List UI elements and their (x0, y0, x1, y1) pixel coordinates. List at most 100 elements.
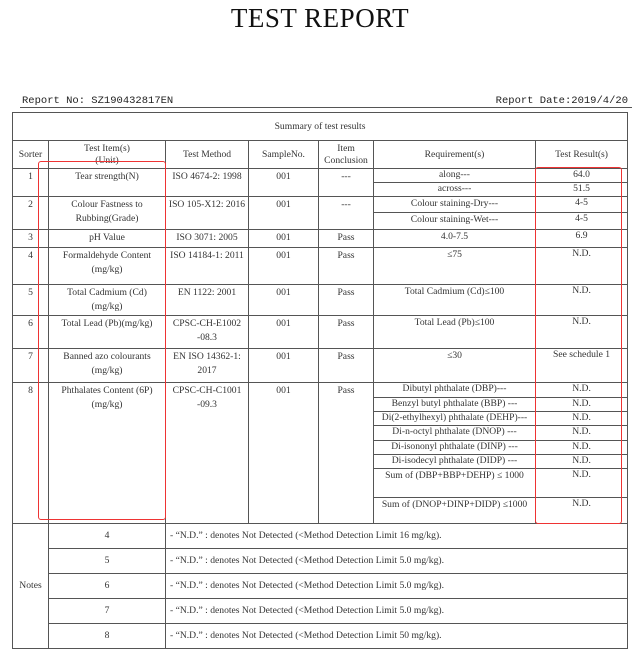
test-method-cell: ISO 4674-2: 1998 (165, 168, 249, 197)
note-text: - “N.D.” : denotes Not Detected (<Method… (164, 573, 629, 599)
requirement-cell: Di-isononyl phthalate (DINP) --- (373, 440, 536, 455)
sample-no-cell: 001 (248, 348, 319, 383)
requirement-cell: Benzyl butyl phthalate (BBP) --- (373, 397, 536, 412)
result-cell: N.D. (534, 411, 629, 426)
table-row: Sum of (DNOP+DINP+DIDP) ≤1000 N.D. (13, 497, 629, 524)
requirement-cell: 4.0-7.5 (373, 229, 536, 248)
table-row: Sorter Test Item(s) (Unit) Test Method Samp… (12, 140, 629, 169)
table-row: 1 Tear strength(N) ISO 4674-2: 1998 001 --- a… (12, 168, 629, 197)
table-row: 8- “N.D.” : denotes Not Detected (<Metho… (13, 623, 629, 649)
result-cell: 4-5 (534, 196, 629, 213)
test-item-cell: pH Value (48, 229, 166, 248)
table-row: 5 Total Cadmium (Cd) (mg/kg) EN 1122: 2001… (12, 284, 629, 316)
sorter-cell: 2 (12, 196, 49, 230)
requirement-cell: across--- (373, 182, 536, 197)
requirement-cell: Dibutyl phthalate (DBP)--- (373, 382, 536, 398)
note-text: - “N.D.” : denotes Not Detected (<Method… (164, 598, 629, 624)
table-row: 4 Formaldehyde Content (mg/kg) ISO 14184-1… (12, 247, 629, 285)
result-cell: 64.0 (534, 168, 629, 183)
requirement-cell: Di-isodecyl phthalate (DIDP) --- (373, 454, 536, 469)
sorter-cell: 7 (12, 348, 49, 383)
sorter-cell: 6 (12, 315, 49, 349)
header-rule (20, 107, 632, 108)
sorter-cell: 3 (12, 229, 49, 248)
test-item-cell: Phthalates Content (6P) (mg/kg) (48, 382, 166, 524)
result-cell: N.D. (534, 454, 629, 469)
table-row: Di-n-octyl phthalate (DNOP) --- N.D. (13, 425, 629, 441)
sample-no-cell: 001 (248, 284, 319, 316)
note-number: 6 (48, 573, 166, 599)
result-cell: N.D. (534, 497, 629, 524)
table-row: 7- “N.D.” : denotes Not Detected (<Metho… (13, 598, 629, 624)
test-method-cell: CPSC-CH-C1001 -09.3 (165, 382, 249, 524)
conclusion-cell: Pass (318, 247, 374, 285)
result-cell: 4-5 (534, 212, 629, 230)
requirement-cell: Colour staining-Wet--- (373, 212, 536, 230)
note-number: 7 (48, 598, 166, 624)
result-cell: See schedule 1 (534, 348, 629, 383)
test-item-cell: Tear strength(N) (48, 168, 166, 197)
sample-no-cell: 001 (248, 229, 319, 248)
column-header: Item Conclusion (318, 140, 374, 169)
table-row: Sum of (DBP+BBP+DEHP) ≤ 1000 N.D. (13, 468, 629, 498)
column-header: Sorter (12, 140, 49, 169)
column-header: Test Item(s) (Unit) (48, 140, 166, 169)
requirement-cell: Sum of (DBP+BBP+DEHP) ≤ 1000 (373, 468, 536, 498)
table-row: 3 pH Value ISO 3071: 2005 001 Pass 4.0-7.5 6.9 (12, 229, 629, 248)
report-date: Report Date:2019/4/20 (495, 95, 628, 107)
table-row: across--- 51.5 (13, 182, 629, 197)
table-row: 8 Phthalates Content (6P) (mg/kg) CPSC-CH-… (12, 382, 629, 524)
column-header: Test Method (165, 140, 249, 169)
results-table: Summary of test results Sorter Test Item(s… (11, 112, 629, 649)
requirement-cell: Total Cadmium (Cd)≤100 (373, 284, 536, 316)
test-item-cell: Total Lead (Pb)(mg/kg) (48, 315, 166, 349)
result-cell: 6.9 (534, 229, 629, 248)
sample-no-cell: 001 (248, 315, 319, 349)
table-row: 2 Colour Fastness to Rubbing(Grade) ISO 10… (12, 196, 629, 230)
sorter-cell: 1 (12, 168, 49, 197)
note-text: - “N.D.” : denotes Not Detected (<Method… (164, 548, 629, 574)
result-cell: N.D. (534, 247, 629, 285)
test-method-cell: ISO 14184-1: 2011 (165, 247, 249, 285)
test-method-cell: EN ISO 14362-1: 2017 (165, 348, 249, 383)
test-item-cell: Colour Fastness to Rubbing(Grade) (48, 196, 166, 230)
requirement-cell: along--- (373, 168, 536, 183)
requirement-cell: Di(2-ethylhexyl) phthalate (DEHP)--- (373, 411, 536, 426)
report-number: Report No: SZ190432817EN (22, 95, 174, 107)
sample-no-cell: 001 (248, 168, 319, 197)
conclusion-cell: Pass (318, 348, 374, 383)
note-number: 4 (48, 523, 166, 549)
column-header: SampleNo. (248, 140, 319, 169)
table-row: Notes 4- “N.D.” : denotes Not Detected (<… (12, 523, 629, 649)
conclusion-cell: Pass (318, 382, 374, 524)
result-cell: N.D. (534, 382, 629, 398)
result-cell: N.D. (534, 284, 629, 316)
sample-no-cell: 001 (248, 247, 319, 285)
table-row: 5- “N.D.” : denotes Not Detected (<Metho… (13, 548, 629, 574)
result-cell: N.D. (534, 397, 629, 412)
sample-no-cell: 001 (248, 196, 319, 230)
requirement-cell: Di-n-octyl phthalate (DNOP) --- (373, 425, 536, 441)
page-title: TEST REPORT (230, 3, 410, 33)
requirement-cell: ≤75 (373, 247, 536, 285)
note-number: 5 (48, 548, 166, 574)
result-cell: N.D. (534, 440, 629, 455)
table-row: 6 Total Lead (Pb)(mg/kg) CPSC-CH-E1002 -08… (12, 315, 629, 349)
conclusion-cell: Pass (318, 284, 374, 316)
requirement-cell: Colour staining-Dry--- (373, 196, 536, 213)
test-item-cell: Total Cadmium (Cd) (mg/kg) (48, 284, 166, 316)
sample-no-cell: 001 (248, 382, 319, 524)
requirement-cell: Sum of (DNOP+DINP+DIDP) ≤1000 (373, 497, 536, 524)
sorter-cell: 5 (12, 284, 49, 316)
result-cell: N.D. (534, 425, 629, 441)
column-header: Test Result(s) (534, 140, 629, 169)
test-item-cell: Formaldehyde Content (mg/kg) (48, 247, 166, 285)
requirement-cell: Total Lead (Pb)≤100 (373, 315, 536, 349)
requirement-cell: ≤30 (373, 348, 536, 383)
sorter-cell: 8 (12, 382, 49, 524)
conclusion-cell: Pass (318, 229, 374, 248)
sorter-cell: 4 (12, 247, 49, 285)
table-row: 6- “N.D.” : denotes Not Detected (<Metho… (13, 573, 629, 599)
table-row: Colour staining-Wet--- 4-5 (13, 212, 629, 230)
table-row: 7 Banned azo colourants (mg/kg) EN ISO 143… (12, 348, 629, 383)
